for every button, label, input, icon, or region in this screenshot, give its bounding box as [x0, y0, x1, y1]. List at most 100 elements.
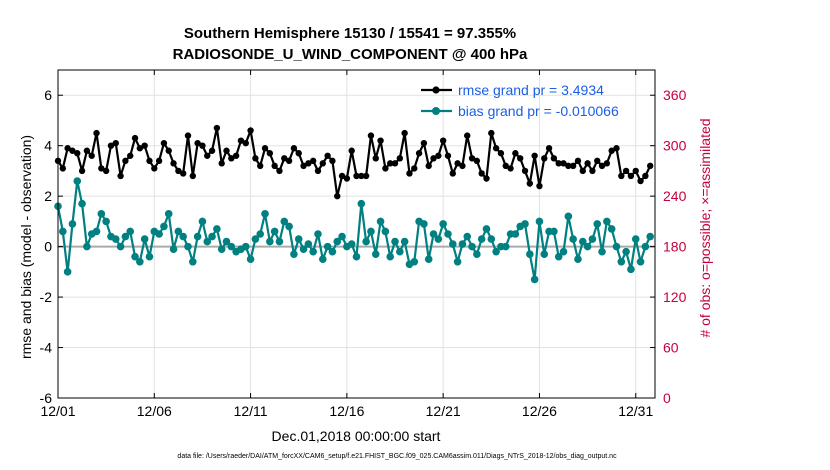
- rmse-point: [127, 152, 134, 159]
- rmse-point: [526, 180, 534, 187]
- rmse-point: [516, 155, 524, 162]
- plot-frame: [57, 69, 656, 399]
- x-tick-label: 12/26: [522, 403, 557, 419]
- bias-point: [164, 210, 173, 218]
- bias-point: [646, 232, 654, 241]
- rmse-point: [314, 167, 322, 175]
- rmse-point: [569, 162, 577, 170]
- bias-point: [540, 250, 549, 258]
- bias-point: [246, 255, 255, 264]
- x-tick-label: 12/01: [40, 403, 75, 419]
- rmse-point: [444, 152, 452, 159]
- rmse-point: [488, 129, 495, 137]
- rmse-point: [170, 160, 177, 167]
- rmse-point: [358, 172, 365, 180]
- rmse-point: [372, 155, 379, 162]
- bias-point: [97, 210, 106, 218]
- x-tick-label: 12/06: [137, 403, 172, 419]
- bias-point: [511, 230, 520, 238]
- bias-point: [184, 242, 192, 251]
- rmse-point: [618, 172, 625, 180]
- bias-point: [627, 265, 635, 274]
- legend-bias-marker: [432, 107, 440, 115]
- rmse-point: [290, 145, 298, 152]
- rmse-point: [88, 152, 95, 159]
- bias-point: [453, 257, 462, 266]
- bias-point: [458, 240, 467, 248]
- rmse-point: [608, 147, 615, 154]
- bias-point: [574, 255, 582, 264]
- rmse-point: [204, 152, 211, 159]
- rmse-point: [83, 147, 91, 154]
- data-file-footer: data file: /Users/raeder/DAI/ATM_forcXX/…: [177, 453, 617, 460]
- rmse-point: [257, 162, 264, 170]
- rmse-point: [228, 155, 235, 162]
- bias-point: [420, 220, 428, 228]
- rmse-point: [64, 145, 71, 152]
- rmse-point: [242, 139, 249, 147]
- x-tick-label: 12/16: [329, 403, 364, 419]
- y-tick-label: 4: [44, 138, 52, 154]
- x-tick-label: 12/31: [618, 403, 653, 419]
- rmse-point: [459, 162, 466, 170]
- bias-point: [612, 242, 621, 251]
- rmse-point: [565, 162, 572, 170]
- rmse-point: [276, 167, 283, 175]
- bias-point: [367, 227, 375, 236]
- y-axis-label: rmse and bias (model - observation): [18, 135, 34, 359]
- legend-item-rmse: rmse grand pr = 3.4934: [421, 82, 604, 98]
- rmse-point: [613, 145, 620, 152]
- bias-point: [631, 235, 640, 243]
- y2-tick-label: 240: [663, 188, 687, 204]
- bias-point: [439, 220, 447, 228]
- rmse-point: [449, 170, 456, 177]
- bias-point: [193, 232, 202, 241]
- rmse-point: [478, 170, 485, 177]
- rmse-series-line: [57, 126, 652, 197]
- y2-tick-label: 180: [663, 239, 687, 255]
- axis-ticks: 12/01 12/06 12/11 12/16 12/21 12/26 12/31 -6 -4 -…: [40, 70, 687, 419]
- bias-point: [261, 210, 269, 218]
- y2-tick-label: 360: [663, 87, 687, 103]
- bias-point: [198, 217, 207, 226]
- bias-point: [68, 220, 77, 228]
- bias-point: [583, 242, 592, 251]
- rmse-point: [541, 155, 548, 162]
- bias-point: [448, 240, 457, 248]
- series-layer: [54, 124, 654, 284]
- rmse-point: [324, 152, 331, 159]
- rmse-point: [165, 147, 172, 154]
- bias-point: [569, 235, 577, 243]
- rmse-point: [338, 172, 346, 180]
- bias-point: [314, 230, 322, 238]
- rmse-point: [603, 160, 611, 167]
- rmse-point: [117, 172, 124, 180]
- rmse-point: [584, 160, 591, 167]
- rmse-point: [497, 150, 505, 157]
- bias-point: [554, 252, 563, 261]
- bias-point: [251, 235, 260, 243]
- rmse-point: [367, 132, 375, 139]
- bias-point: [189, 257, 197, 266]
- bias-point: [381, 227, 390, 236]
- bias-point: [607, 225, 616, 233]
- rmse-point: [141, 142, 148, 149]
- bias-point: [492, 247, 500, 256]
- bias-point: [468, 242, 476, 251]
- bias-point: [434, 235, 443, 243]
- rmse-point: [295, 150, 302, 157]
- chart-subtitle: RADIOSONDE_U_WIND_COMPONENT @ 400 hPa: [173, 46, 528, 63]
- rmse-point: [387, 160, 394, 167]
- rmse-point: [175, 167, 182, 175]
- bias-point: [357, 199, 366, 208]
- bias-point: [352, 252, 361, 261]
- y-tick-label: 6: [44, 87, 52, 103]
- rmse-point: [646, 162, 654, 170]
- bias-point: [564, 212, 573, 221]
- rmse-point: [415, 150, 423, 157]
- rmse-point: [632, 167, 639, 175]
- rmse-point: [637, 177, 644, 185]
- bias-point: [208, 232, 216, 241]
- rmse-point: [69, 147, 76, 154]
